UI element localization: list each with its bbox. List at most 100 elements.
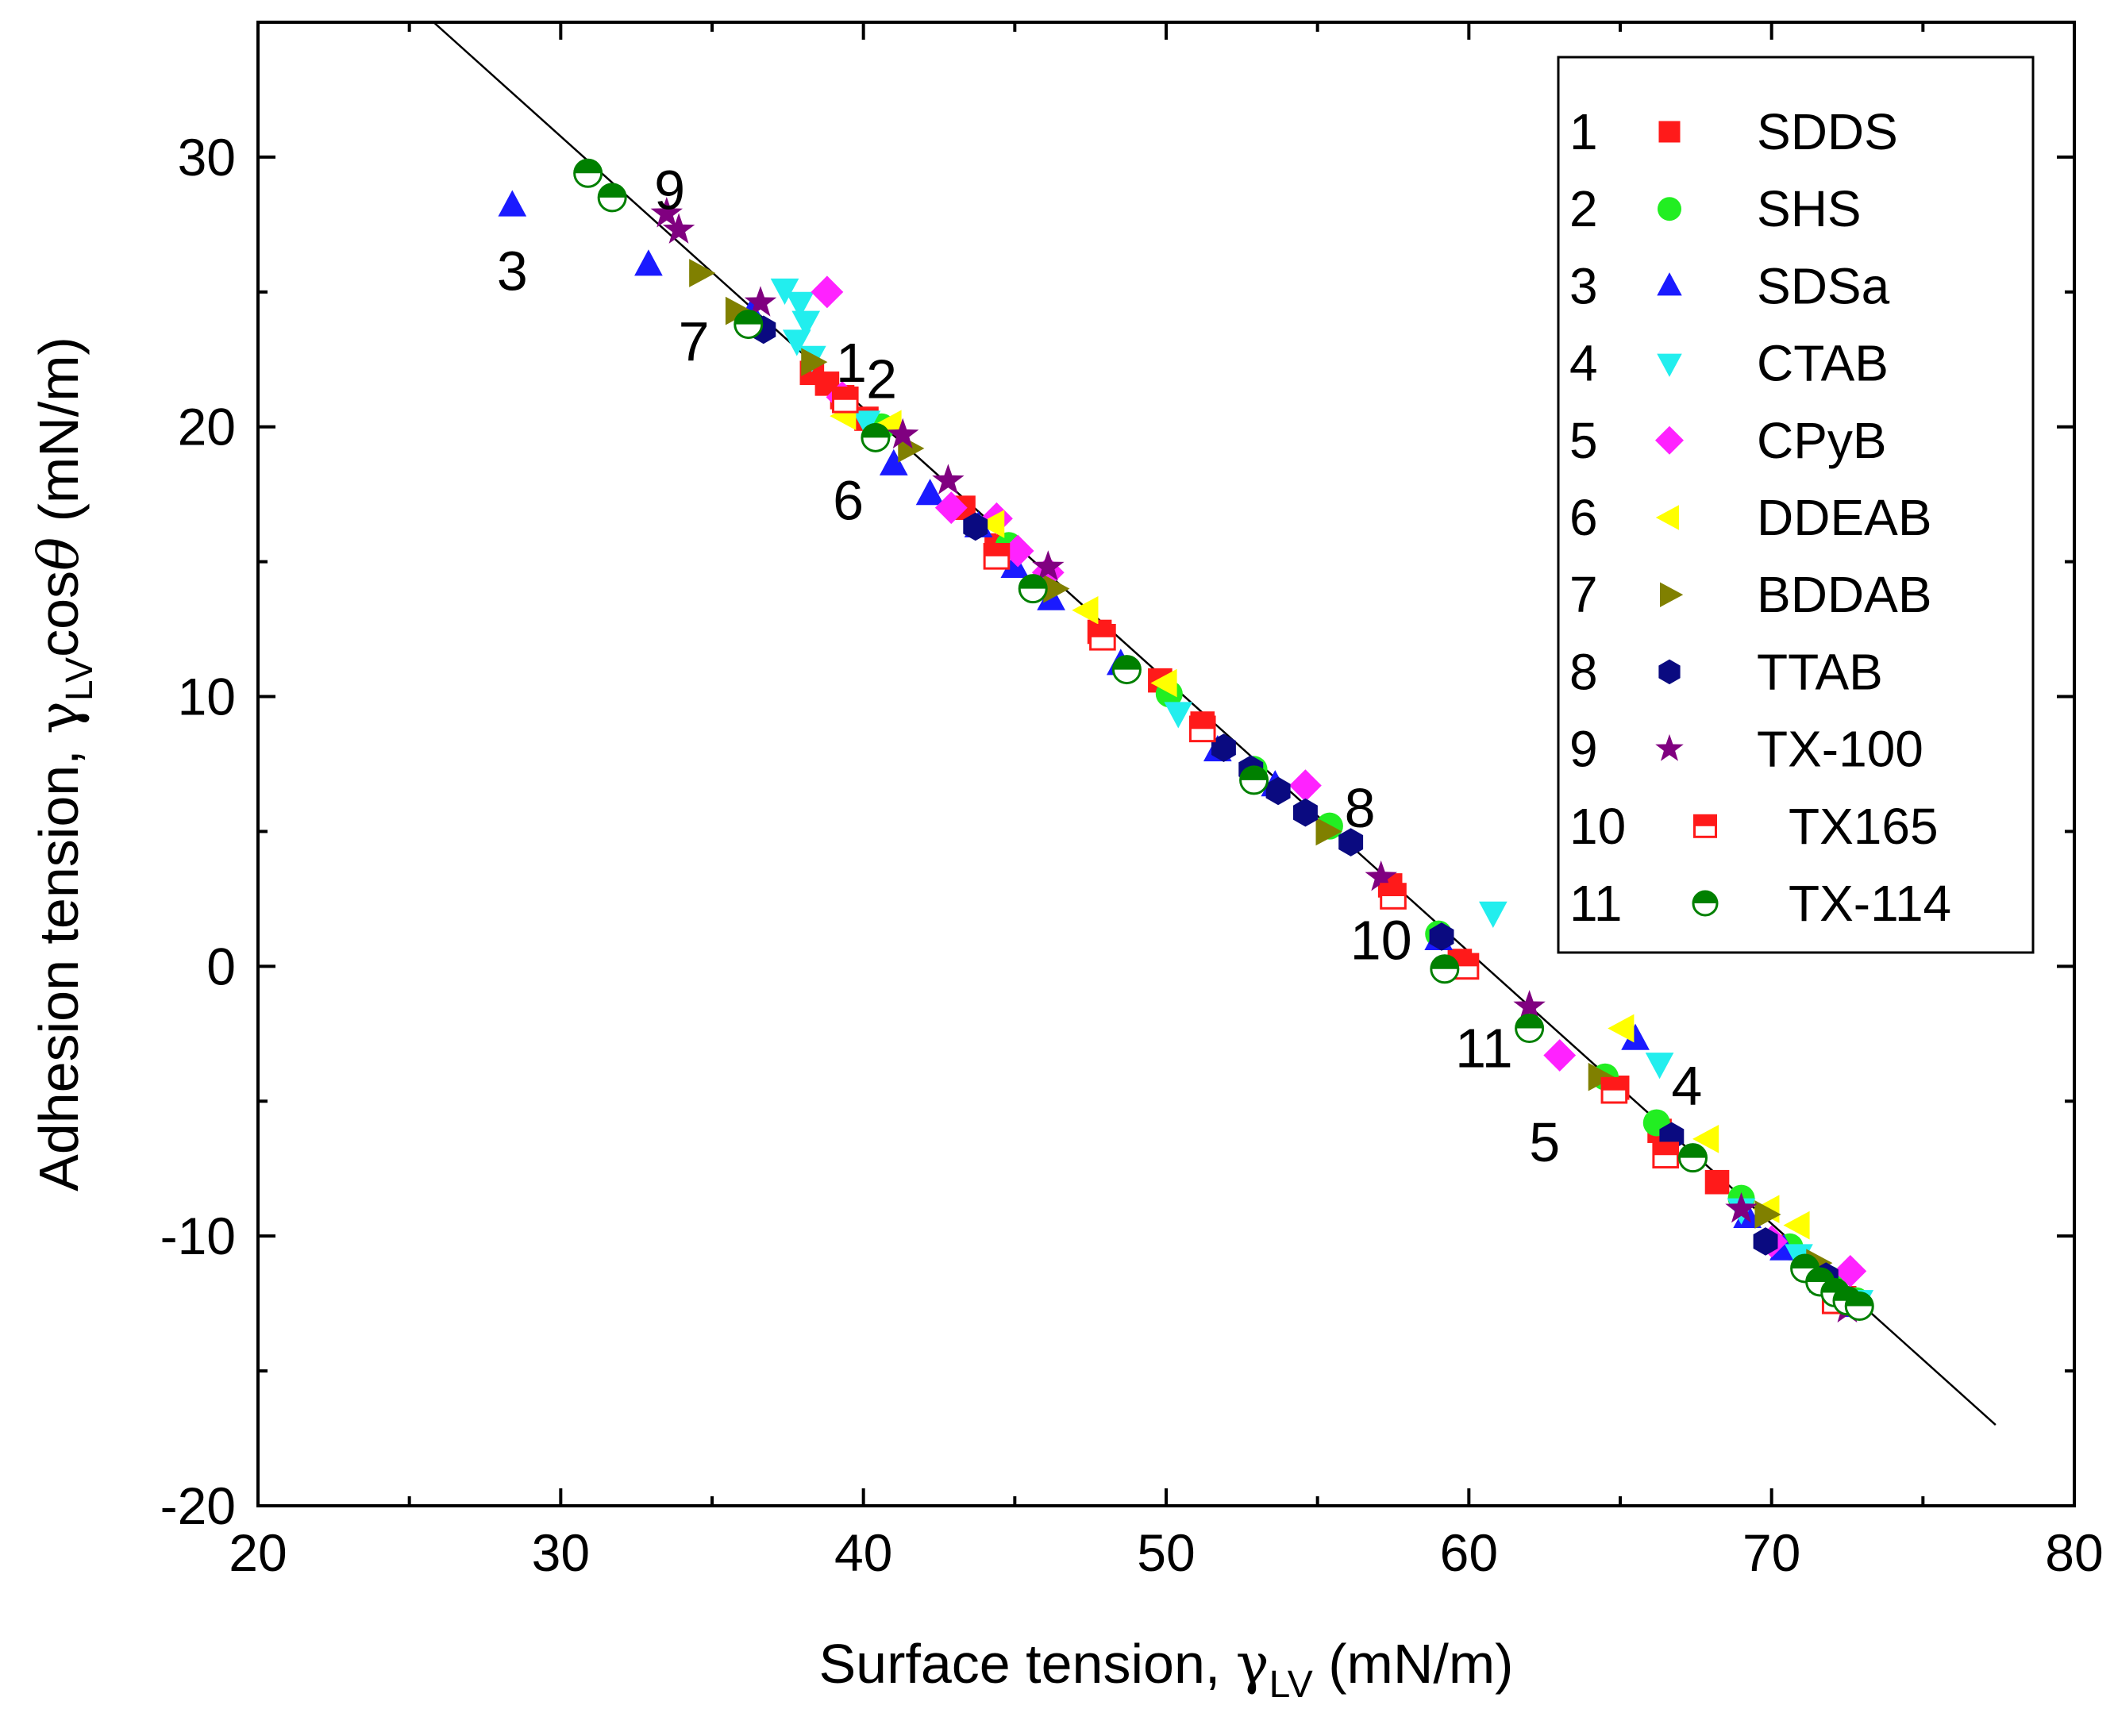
series-annotation: 1 bbox=[836, 332, 867, 394]
legend: 1 SDDS 2 SHS 3 SDSa 4 CTAB 5 CPyB 6 DDEAB 7 BDDAB 8 TTA… bbox=[1557, 56, 2035, 954]
legend-label: BDDAB bbox=[1757, 566, 1932, 623]
x-tick-label: 50 bbox=[1137, 1523, 1195, 1582]
legend-entry: 11 TX-114 bbox=[1569, 875, 1951, 932]
data-point bbox=[1753, 1227, 1778, 1256]
data-point bbox=[1164, 702, 1193, 729]
data-point bbox=[1365, 860, 1397, 891]
x-tick-label: 80 bbox=[2045, 1523, 2103, 1582]
legend-entry: 10 TX165 bbox=[1569, 798, 1939, 855]
legend-entry: 2 SHS bbox=[1569, 180, 1862, 237]
series-annotation: 2 bbox=[866, 348, 897, 410]
data-point bbox=[650, 197, 683, 228]
data-point bbox=[662, 213, 695, 244]
legend-number: 7 bbox=[1569, 566, 1598, 623]
y-tick-label: 20 bbox=[178, 398, 236, 456]
legend-marker bbox=[1657, 272, 1682, 296]
legend-entry: 5 CPyB bbox=[1569, 412, 1887, 469]
data-point bbox=[887, 418, 919, 449]
legend-number: 6 bbox=[1569, 489, 1598, 546]
legend-label: TTAB bbox=[1757, 643, 1883, 700]
data-point bbox=[1621, 1023, 1650, 1050]
data-point bbox=[1265, 776, 1291, 806]
legend-label: DDEAB bbox=[1757, 489, 1932, 546]
series-annotation: 3 bbox=[497, 241, 528, 302]
legend-label: SDSa bbox=[1757, 257, 1890, 314]
data-point bbox=[791, 310, 821, 337]
data-point bbox=[1834, 1254, 1867, 1288]
legend-number: 10 bbox=[1569, 798, 1626, 855]
data-point bbox=[1513, 990, 1546, 1021]
data-point bbox=[932, 464, 965, 495]
data-point bbox=[831, 386, 859, 414]
series-annotation: 8 bbox=[1345, 777, 1376, 839]
data-point bbox=[915, 479, 945, 506]
legend-marker bbox=[1655, 505, 1679, 530]
data-point bbox=[1429, 922, 1454, 951]
data-point bbox=[1315, 817, 1342, 846]
legend-number: 2 bbox=[1569, 180, 1598, 237]
legend-entry: 6 DDEAB bbox=[1569, 489, 1932, 546]
series-TX-114 bbox=[573, 158, 1874, 1322]
data-point bbox=[1645, 1053, 1674, 1080]
series-DDEAB bbox=[830, 402, 1810, 1240]
legend-label: CPyB bbox=[1757, 412, 1887, 469]
data-point bbox=[770, 278, 799, 305]
data-point bbox=[978, 510, 1005, 538]
data-point bbox=[1652, 1141, 1679, 1169]
series-annotation: 11 bbox=[1455, 1017, 1513, 1079]
series-annotation: 5 bbox=[1529, 1111, 1560, 1173]
data-point bbox=[963, 512, 988, 541]
data-point bbox=[597, 183, 627, 213]
data-point bbox=[1430, 954, 1460, 984]
x-tick-label: 30 bbox=[532, 1523, 590, 1582]
series-annotation: 4 bbox=[1671, 1055, 1702, 1117]
legend-label: CTAB bbox=[1757, 335, 1889, 392]
legend-marker bbox=[1660, 582, 1684, 607]
legend-marker bbox=[1655, 733, 1684, 761]
x-tick-label: 70 bbox=[1742, 1523, 1800, 1582]
data-point bbox=[1754, 1200, 1781, 1229]
legend-marker bbox=[1658, 197, 1681, 221]
data-point bbox=[934, 491, 968, 525]
data-point bbox=[1032, 550, 1065, 581]
legend-label: TX-114 bbox=[1789, 875, 1951, 932]
data-point bbox=[879, 448, 908, 475]
data-point bbox=[1692, 1124, 1719, 1153]
data-point bbox=[852, 410, 881, 437]
legend-marker bbox=[1658, 121, 1681, 143]
y-tick-label: -20 bbox=[160, 1476, 236, 1535]
legend-label: TX165 bbox=[1789, 798, 1939, 855]
legend-entry: 3 SDSa bbox=[1569, 257, 1890, 314]
legend-marker bbox=[1657, 353, 1682, 377]
data-point bbox=[1293, 798, 1318, 827]
data-point bbox=[1000, 551, 1030, 579]
data-point bbox=[1111, 655, 1142, 685]
axes-layer: 20 30 40 50 60 70 80 -20 -10 0 10 20 30 Surface tensi… bbox=[26, 22, 2104, 1706]
series-annotation: 6 bbox=[833, 469, 864, 531]
data-point bbox=[744, 286, 777, 317]
legend-number: 1 bbox=[1569, 103, 1598, 160]
data-point bbox=[1188, 715, 1216, 743]
x-axis-title: Surface tension, γLV (mN/m) bbox=[818, 1631, 1513, 1706]
legend-number: 4 bbox=[1569, 335, 1598, 392]
y-tick-label: 10 bbox=[178, 668, 236, 726]
data-point bbox=[1043, 574, 1070, 603]
data-point bbox=[983, 543, 1011, 570]
data-point bbox=[811, 275, 844, 309]
data-point bbox=[782, 329, 811, 356]
legend-label: SHS bbox=[1757, 180, 1862, 237]
legend-entry: 8 TTAB bbox=[1569, 643, 1883, 700]
legend-marker bbox=[1693, 814, 1717, 838]
legend-entry: 7 BDDAB bbox=[1569, 566, 1932, 623]
data-point bbox=[1072, 595, 1099, 625]
data-points-layer bbox=[498, 158, 1874, 1323]
data-point bbox=[1600, 1076, 1628, 1104]
legend-marker bbox=[1658, 659, 1681, 685]
data-point bbox=[689, 259, 716, 287]
legend-box bbox=[1557, 56, 2035, 954]
y-axis-title: Adhesion tension, γLVcosθ (mN/m) bbox=[26, 337, 101, 1191]
legend-number: 5 bbox=[1569, 412, 1598, 469]
legend-entry: 9 TX-100 bbox=[1569, 721, 1923, 778]
data-point bbox=[1150, 668, 1177, 698]
